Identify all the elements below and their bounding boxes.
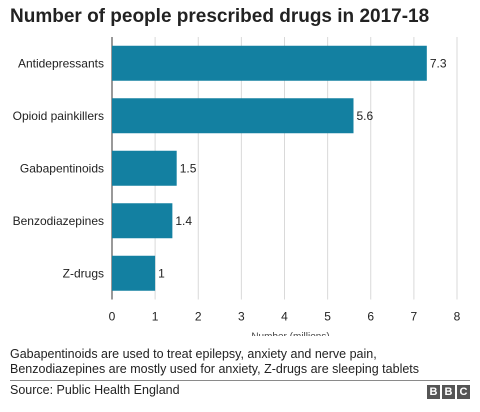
data-label: 1.4 [175,214,192,228]
bar [112,203,173,239]
category-label: Benzodiazepines [13,214,104,228]
category-label: Z-drugs [63,266,104,280]
x-tick-label: 8 [454,310,461,324]
category-label: Gabapentinoids [20,161,104,175]
x-tick-label: 5 [324,310,331,324]
bar [112,255,156,291]
x-tick-label: 2 [195,310,202,324]
bar [112,150,177,186]
data-label: 1.5 [180,161,197,175]
x-tick-label: 4 [281,310,288,324]
footer-divider [10,380,470,381]
x-axis-label: Number (millions) [251,332,329,337]
category-label: Antidepressants [18,56,104,70]
data-label: 5.6 [357,109,374,123]
bar-chart: 0 1 2 3 4 5 6 7 8 Antidepressants 7.3 Opioid painki… [13,37,461,337]
chart-note: Gabapentinoids are used to treat epileps… [10,347,420,376]
category-label: Opioid painkillers [13,109,104,123]
x-tick-label: 7 [411,310,418,324]
data-label: 7.3 [430,56,447,70]
x-tick-label: 6 [367,310,374,324]
bar [112,45,427,81]
x-tick-label: 0 [109,310,116,324]
bar [112,98,354,134]
logo-letter: B [442,385,455,399]
x-tick-label: 1 [152,310,159,324]
data-label: 1 [158,266,165,280]
logo-letter: C [457,385,470,399]
chart-title: Number of people prescribed drugs in 201… [10,6,430,27]
x-tick-label: 3 [238,310,245,324]
source-text: Source: Public Health England [10,383,180,397]
logo-letter: B [427,385,440,399]
bbc-logo: B B C [427,385,470,399]
